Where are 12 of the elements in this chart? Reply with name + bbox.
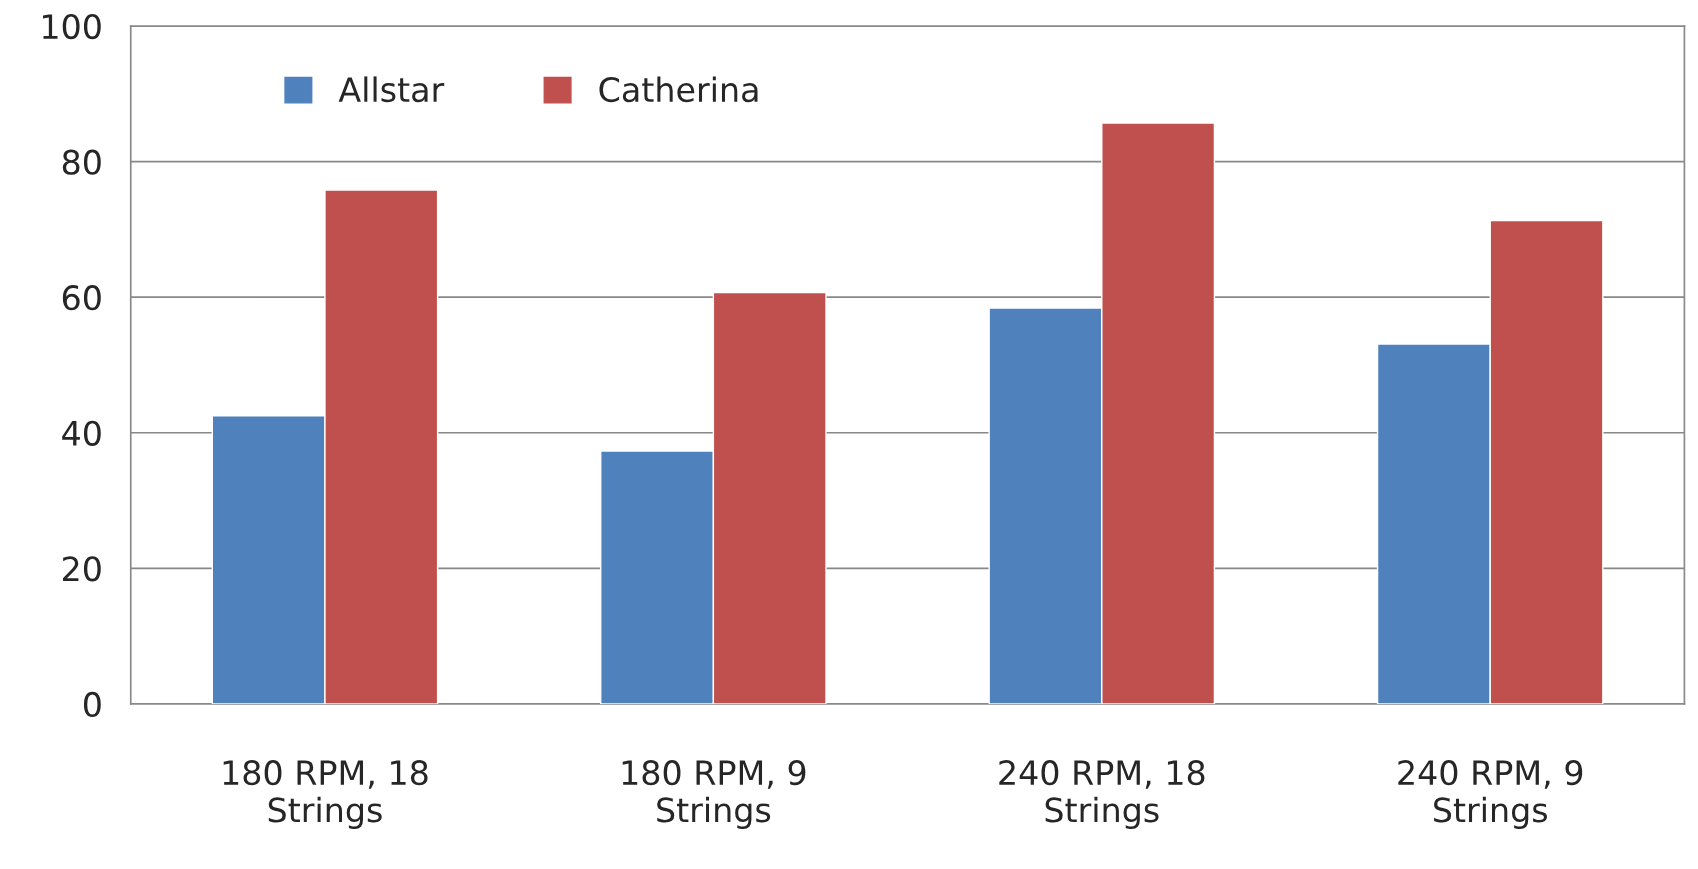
y-tick-label: 40 <box>62 420 101 446</box>
x-tick-label: 180 RPM, 9 Strings <box>622 760 806 830</box>
y-tick-label: 0 <box>83 691 101 718</box>
legend-label: Catherina <box>599 76 758 103</box>
y-tick-label: 100 <box>43 13 101 40</box>
y-tick-label: 80 <box>62 149 101 175</box>
x-tick-label: 240 RPM, 18 Strings <box>999 760 1205 830</box>
x-tick-label: 240 RPM, 9 Strings <box>1398 760 1583 830</box>
legend-label: Allstar <box>338 76 445 103</box>
y-tick-label: 60 <box>62 285 101 311</box>
y-tick-label: 20 <box>62 556 101 582</box>
x-tick-label: 180 RPM, 18 Strings <box>223 760 428 830</box>
